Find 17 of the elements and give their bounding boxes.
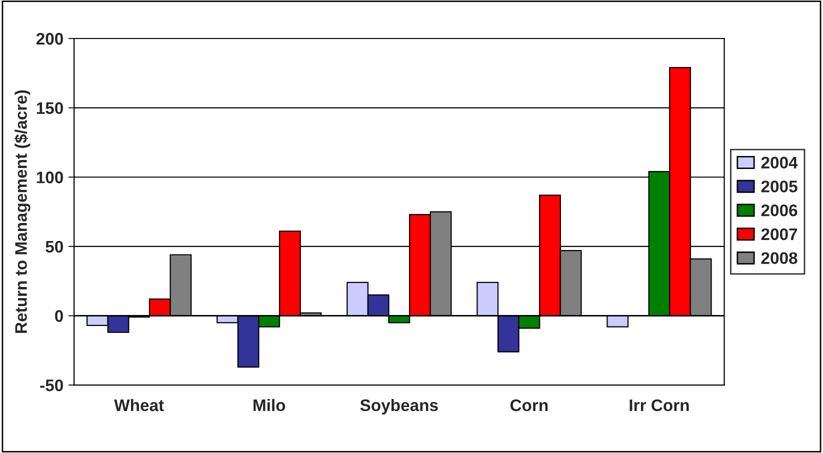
y-tick-label: -50 [40,379,63,392]
x-tick-label: Soybeans [360,398,438,414]
legend-label: 2007 [761,228,798,240]
y-tick-label: 150 [36,102,63,114]
y-tick-label: 100 [36,172,63,184]
legend-label: 2005 [761,180,798,192]
x-tick-label: Corn [510,399,548,412]
legend-label: 2006 [761,204,798,216]
y-axis-title: Return to Management ($/acre) [14,90,30,333]
x-tick-label: Milo [254,398,286,412]
legend-label: 2008 [761,252,798,264]
y-tick-label: 0 [55,310,63,322]
y-tick-label: 200 [36,32,63,45]
y-tick-label: 50 [46,240,63,253]
x-tick-label: Wheat [114,398,164,412]
x-tick-label: Irr Corn [630,399,689,412]
legend-label: 2004 [761,156,798,169]
